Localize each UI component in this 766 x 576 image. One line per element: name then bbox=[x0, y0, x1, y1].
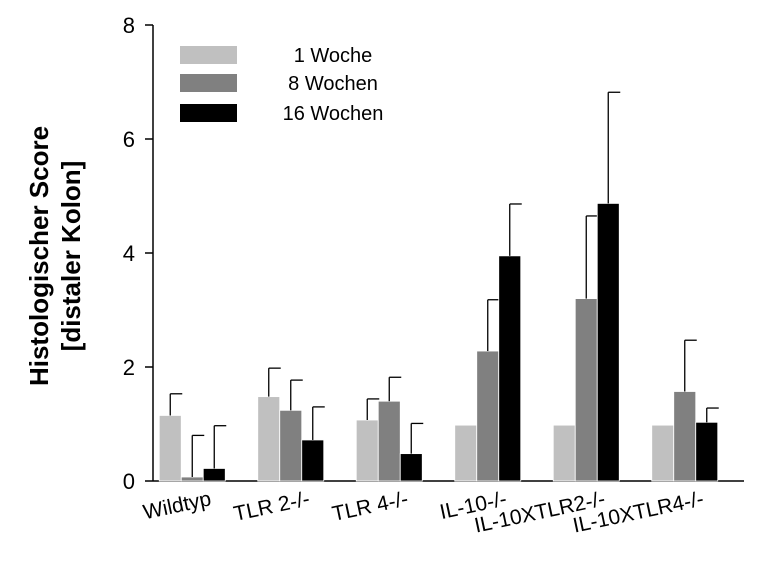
bar bbox=[596, 203, 620, 482]
y-tick-label: 6 bbox=[123, 127, 135, 152]
legend-label: 8 Wochen bbox=[288, 73, 378, 95]
bar bbox=[279, 409, 303, 482]
bar bbox=[574, 298, 598, 482]
bar bbox=[476, 350, 500, 482]
legend-label: 1 Woche bbox=[294, 45, 373, 67]
x-tick-label: TLR 2-/- bbox=[232, 487, 312, 526]
bar bbox=[377, 400, 401, 482]
y-tick-label: 2 bbox=[123, 355, 135, 380]
y-tick-label: 0 bbox=[123, 469, 135, 494]
bar bbox=[180, 476, 204, 482]
legend: 1 Woche 8 Wochen 16 Wochen bbox=[180, 45, 383, 125]
bar bbox=[158, 415, 182, 482]
bar bbox=[673, 391, 697, 482]
y-axis-title-line1: Histologischer Score bbox=[24, 126, 54, 386]
bar bbox=[651, 424, 675, 482]
bar bbox=[695, 421, 719, 482]
bar bbox=[399, 453, 423, 482]
legend-swatch bbox=[180, 104, 237, 122]
x-tick-label: TLR 4-/- bbox=[330, 487, 410, 526]
bar bbox=[552, 424, 576, 482]
x-tick-label: Wildtyp bbox=[141, 487, 213, 524]
bar bbox=[355, 419, 379, 482]
y-tick-label: 8 bbox=[123, 13, 135, 38]
bar bbox=[454, 424, 478, 482]
legend-label: 16 Wochen bbox=[283, 103, 384, 125]
y-ticks: 0 2 4 6 8 bbox=[123, 13, 153, 494]
legend-swatch bbox=[180, 74, 237, 92]
y-tick-label: 4 bbox=[123, 241, 135, 266]
x-tick-labels: Wildtyp TLR 2-/- TLR 4-/- IL-10-/-IL-10XTLR… bbox=[141, 487, 706, 537]
bar bbox=[257, 396, 281, 482]
bar bbox=[498, 255, 522, 482]
y-axis-title-line2: [distaler Kolon] bbox=[56, 161, 86, 352]
bar bbox=[301, 439, 325, 482]
y-axis-title: Histologischer Score [distaler Kolon] bbox=[24, 126, 86, 386]
bars bbox=[158, 91, 719, 482]
bar bbox=[202, 468, 226, 482]
legend-swatch bbox=[180, 46, 237, 64]
